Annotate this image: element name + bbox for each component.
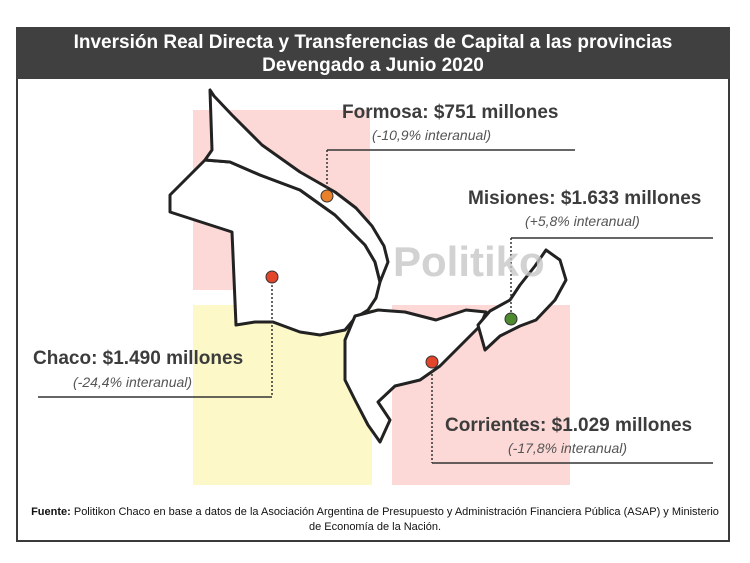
marker-misiones [504,312,518,326]
marker-corrientes [425,355,439,369]
label-formosa: Formosa: $751 millones [342,102,559,123]
source-note: Fuente: Politikon Chaco en base a datos … [30,505,720,535]
marker-chaco [265,270,279,284]
watermark: Politiko [393,238,545,285]
label-chaco: Chaco: $1.490 millones [33,348,244,369]
label-misiones: Misiones: $1.633 millones [468,188,702,209]
bg-block-yellow [193,305,372,485]
title-bar: Inversión Real Directa y Transferencias … [16,27,730,79]
province-formosa [203,88,390,284]
subtitle: Devengado a Junio 2020 [262,55,484,76]
change-corrientes: (-17,8% interanual) [508,440,628,456]
marker-formosa [320,189,334,203]
label-corrientes: Corrientes: $1.029 millones [445,415,693,436]
source-text: Politikon Chaco en base a datos de la As… [70,506,719,533]
source-label: Fuente: [31,506,71,518]
change-chaco: (-24,4% interanual) [73,374,193,390]
province-corrientes [343,308,488,444]
title: Inversión Real Directa y Transferencias … [73,32,673,53]
change-misiones: (+5,8% interanual) [525,213,640,229]
change-formosa: (-10,9% interanual) [372,127,492,143]
province-misiones [476,248,568,352]
